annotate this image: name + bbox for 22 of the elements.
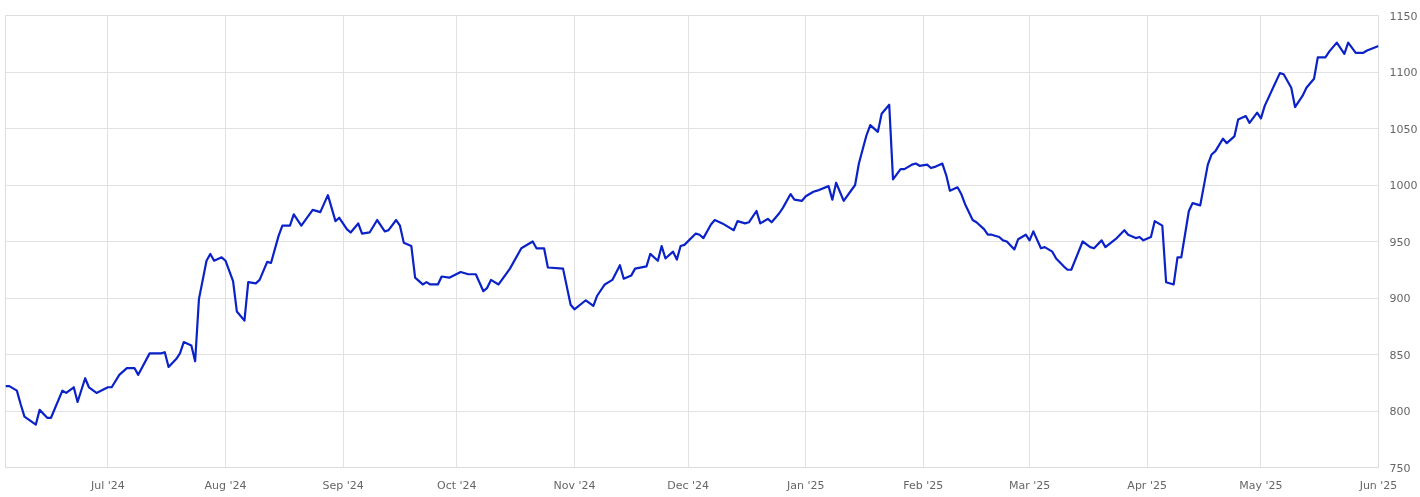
x-tick-label: Mar '25	[1008, 478, 1051, 492]
y-tick-label: 850	[1389, 348, 1411, 362]
x-tick-label: Apr '25	[1127, 478, 1167, 492]
y-tick-label: 1100	[1389, 66, 1418, 79]
x-tick-label: Aug '24	[204, 478, 247, 492]
x-tick-label: Feb '25	[903, 478, 944, 492]
y-tick-label: 1150	[1389, 9, 1418, 23]
line-series	[5, 41, 1379, 426]
y-tick-label: 950	[1389, 235, 1411, 249]
x-tick-label: Dec '24	[667, 478, 710, 492]
x-tick-label: Jun '25	[1358, 478, 1398, 492]
x-tick-label: Oct '24	[437, 478, 477, 492]
y-tick-label: 800	[1389, 405, 1411, 418]
y-tick-label: 900	[1389, 292, 1411, 305]
y-tick-label: 1000	[1389, 179, 1418, 192]
x-tick-label: Nov '24	[553, 478, 596, 492]
x-tick-label: Jul '24	[90, 478, 125, 492]
y-tick-label: 750	[1389, 461, 1411, 475]
y-tick-label: 1050	[1389, 122, 1418, 136]
x-tick-label: Jan '25	[786, 478, 825, 492]
x-tick-label: May '25	[1239, 478, 1283, 492]
x-tick-label: Sep '24	[322, 478, 364, 492]
